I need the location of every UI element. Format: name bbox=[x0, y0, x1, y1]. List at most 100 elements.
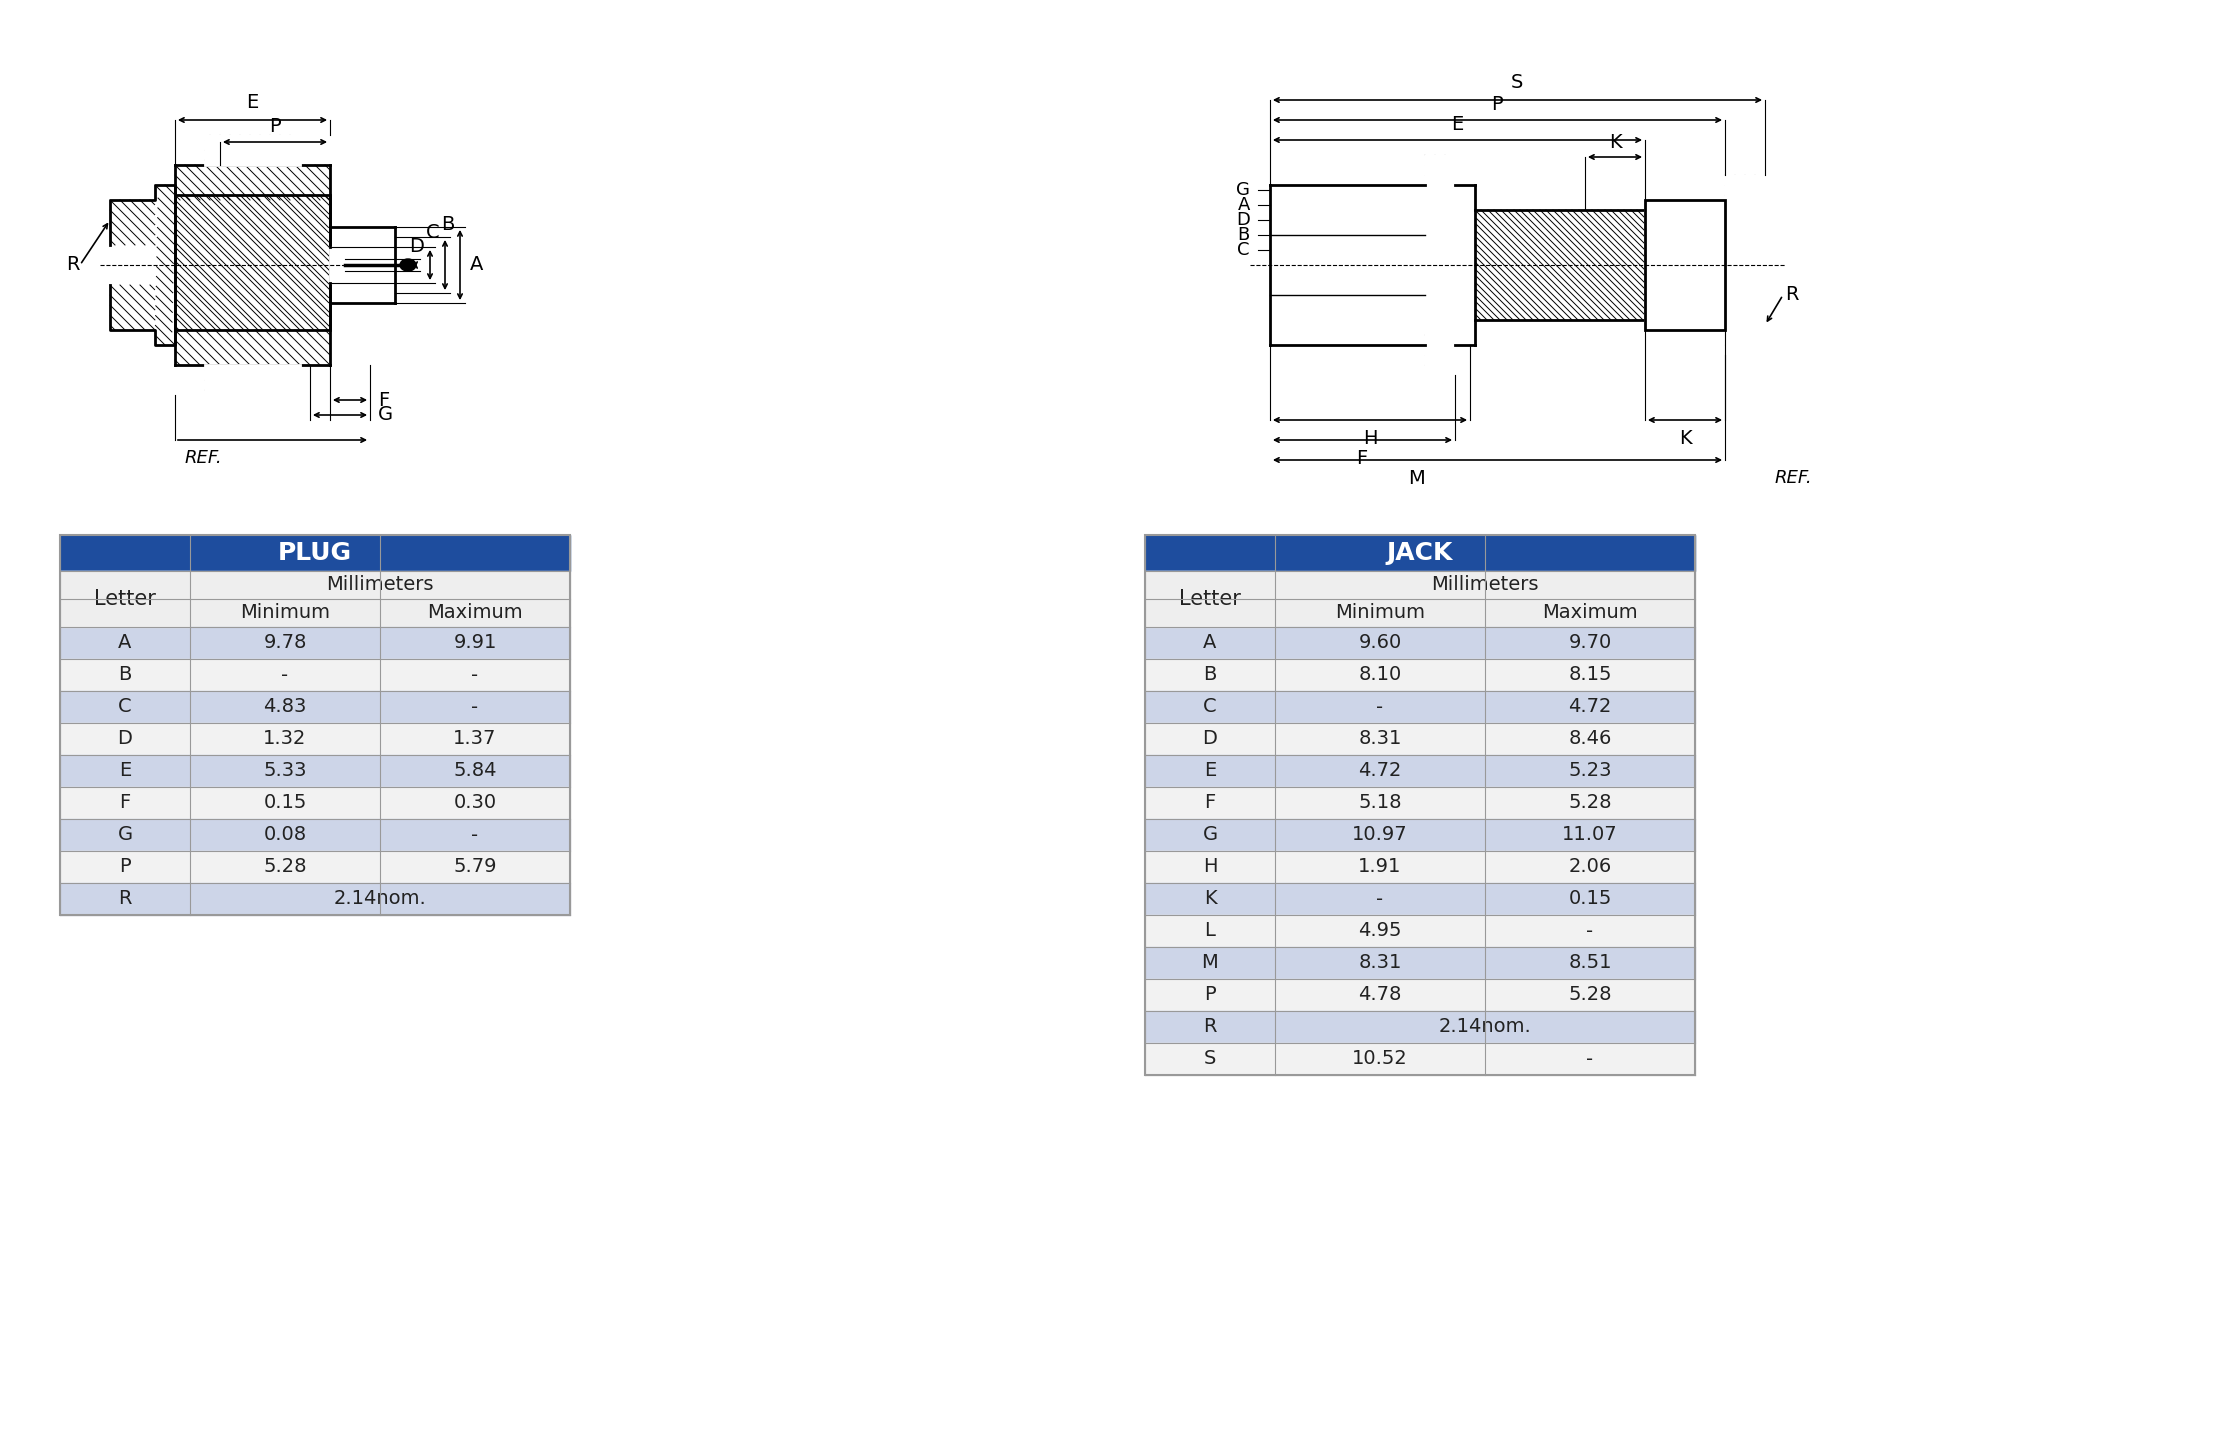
Text: 8.31: 8.31 bbox=[1358, 730, 1402, 749]
Bar bbox=[206, 364, 299, 395]
Bar bbox=[60, 819, 190, 851]
Text: 4.83: 4.83 bbox=[264, 697, 306, 717]
Text: -: - bbox=[472, 697, 478, 717]
Text: -: - bbox=[1586, 1050, 1593, 1068]
Text: E: E bbox=[120, 762, 131, 780]
Bar bbox=[1145, 883, 1276, 914]
Bar bbox=[1484, 626, 1694, 660]
Bar bbox=[1145, 536, 1694, 572]
Text: H: H bbox=[1362, 429, 1378, 448]
Bar bbox=[60, 755, 190, 788]
Bar bbox=[1484, 883, 1694, 914]
Bar bbox=[1475, 210, 1646, 320]
Text: D: D bbox=[117, 730, 133, 749]
Text: 5.79: 5.79 bbox=[454, 857, 496, 877]
Bar bbox=[1484, 948, 1694, 979]
Text: B: B bbox=[1203, 665, 1216, 684]
Bar bbox=[1276, 599, 1484, 626]
Text: -: - bbox=[472, 825, 478, 844]
Text: Letter: Letter bbox=[93, 589, 155, 609]
Text: C: C bbox=[1203, 697, 1216, 717]
Bar bbox=[1289, 256, 1464, 274]
Text: G: G bbox=[1203, 825, 1218, 844]
Text: Maximum: Maximum bbox=[427, 603, 523, 622]
Bar bbox=[175, 194, 330, 330]
Text: L: L bbox=[1205, 922, 1216, 940]
Text: Maximum: Maximum bbox=[1542, 603, 1637, 622]
Bar bbox=[175, 166, 330, 200]
Bar bbox=[1145, 536, 1694, 1076]
Text: 5.84: 5.84 bbox=[454, 762, 496, 780]
Bar bbox=[206, 364, 299, 395]
Bar bbox=[1484, 788, 1694, 819]
Text: 8.51: 8.51 bbox=[1568, 953, 1613, 972]
Bar bbox=[60, 536, 569, 572]
Bar bbox=[1484, 1043, 1694, 1076]
Bar bbox=[1276, 755, 1484, 788]
Bar bbox=[1145, 755, 1276, 788]
Text: 8.31: 8.31 bbox=[1358, 953, 1402, 972]
Text: P: P bbox=[1205, 985, 1216, 1005]
Text: Minimum: Minimum bbox=[239, 603, 330, 622]
Text: Minimum: Minimum bbox=[1336, 603, 1424, 622]
Text: S: S bbox=[1511, 72, 1524, 92]
Bar bbox=[381, 723, 569, 755]
Text: Millimeters: Millimeters bbox=[326, 576, 434, 595]
Bar bbox=[190, 599, 381, 626]
Text: 4.72: 4.72 bbox=[1358, 762, 1402, 780]
Bar bbox=[381, 626, 569, 660]
Text: C: C bbox=[1238, 240, 1249, 259]
Text: 9.60: 9.60 bbox=[1358, 634, 1402, 652]
Text: 0.08: 0.08 bbox=[264, 825, 306, 844]
Bar bbox=[1145, 723, 1276, 755]
Text: K: K bbox=[1608, 134, 1621, 153]
Text: B: B bbox=[441, 216, 454, 235]
Text: H: H bbox=[1203, 857, 1218, 877]
Bar bbox=[381, 819, 569, 851]
Bar bbox=[190, 819, 381, 851]
Bar bbox=[206, 135, 299, 166]
Text: 8.46: 8.46 bbox=[1568, 730, 1613, 749]
Text: A: A bbox=[1203, 634, 1216, 652]
Text: 5.23: 5.23 bbox=[1568, 762, 1613, 780]
Bar bbox=[60, 660, 190, 691]
Text: F: F bbox=[120, 793, 131, 812]
Text: C: C bbox=[425, 223, 441, 242]
Bar bbox=[1725, 176, 1765, 356]
Bar bbox=[1145, 788, 1276, 819]
Text: 1.37: 1.37 bbox=[454, 730, 496, 749]
Bar bbox=[175, 194, 330, 330]
Text: 11.07: 11.07 bbox=[1562, 825, 1617, 844]
Bar bbox=[1145, 1043, 1276, 1076]
Bar bbox=[1145, 851, 1276, 883]
Bar bbox=[190, 626, 381, 660]
Bar bbox=[1484, 691, 1694, 723]
Text: 5.28: 5.28 bbox=[1568, 985, 1613, 1005]
Bar bbox=[1145, 948, 1276, 979]
Bar bbox=[1424, 156, 1455, 194]
Bar bbox=[60, 536, 569, 914]
Bar bbox=[1484, 914, 1694, 948]
Text: 2.14nom.: 2.14nom. bbox=[334, 890, 425, 909]
Bar bbox=[1276, 819, 1484, 851]
Bar bbox=[1276, 979, 1484, 1011]
Bar bbox=[111, 200, 155, 245]
Text: 5.18: 5.18 bbox=[1358, 793, 1402, 812]
Text: 4.78: 4.78 bbox=[1358, 985, 1402, 1005]
Bar bbox=[381, 851, 569, 883]
Bar bbox=[1424, 336, 1455, 374]
Text: P: P bbox=[270, 117, 281, 135]
Text: PLUG: PLUG bbox=[277, 541, 352, 564]
Text: 9.78: 9.78 bbox=[264, 634, 306, 652]
Bar bbox=[1276, 660, 1484, 691]
Bar bbox=[206, 135, 299, 166]
Text: 4.72: 4.72 bbox=[1568, 697, 1613, 717]
Bar bbox=[381, 788, 569, 819]
Bar bbox=[381, 660, 569, 691]
Text: B: B bbox=[1238, 226, 1249, 243]
Text: 9.70: 9.70 bbox=[1568, 634, 1613, 652]
Text: A: A bbox=[470, 255, 483, 275]
Bar bbox=[1276, 723, 1484, 755]
Bar bbox=[1484, 819, 1694, 851]
Text: K: K bbox=[1203, 890, 1216, 909]
